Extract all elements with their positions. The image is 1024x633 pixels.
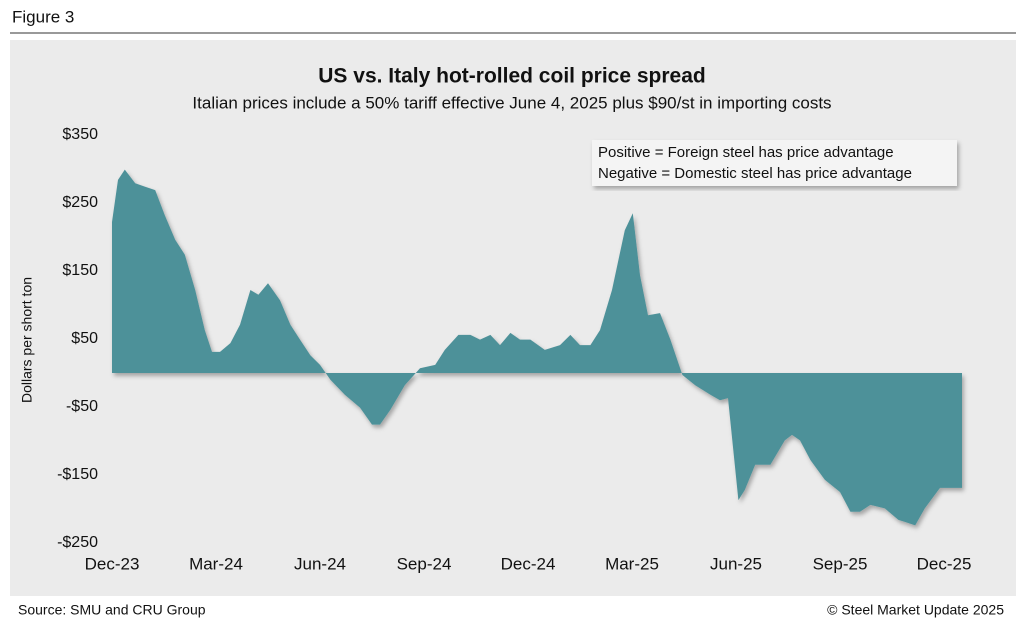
area <box>112 169 962 526</box>
copyright: © Steel Market Update 2025 <box>827 602 1004 618</box>
y-tick-label: $350 <box>62 126 98 143</box>
y-tick-label: -$250 <box>57 534 98 551</box>
y-tick-label: $150 <box>62 262 98 279</box>
annotation: Positive = Foreign steel has price advan… <box>598 144 894 161</box>
x-tick-label: Dec-25 <box>917 554 972 573</box>
y-tick-label: -$150 <box>57 466 98 483</box>
y-tick-label: -$50 <box>66 398 98 415</box>
y-tick-label: $250 <box>62 194 98 211</box>
x-tick-label: Mar-25 <box>605 554 659 573</box>
plot <box>112 169 962 526</box>
x-tick-label: Dec-23 <box>85 554 140 573</box>
chart-title: US vs. Italy hot-rolled coil price sprea… <box>318 65 705 88</box>
x-tick-label: Mar-24 <box>189 554 243 573</box>
figure-label: Figure 3 <box>12 7 74 26</box>
x-tick-label: Jun-25 <box>710 554 762 573</box>
annotation-box <box>592 140 957 186</box>
x-tick-label: Sep-24 <box>397 554 452 573</box>
y-axis-label: Dollars per short ton <box>19 277 35 403</box>
x-tick-label: Sep-25 <box>813 554 868 573</box>
source: Source: SMU and CRU Group <box>18 602 206 618</box>
x-tick-label: Dec-24 <box>501 554 556 573</box>
chart-subtitle: Italian prices include a 50% tariff effe… <box>192 93 831 112</box>
annotation: Negative = Domestic steel has price adva… <box>598 165 912 182</box>
x-tick-label: Jun-24 <box>294 554 346 573</box>
y-tick-label: $50 <box>71 330 98 347</box>
